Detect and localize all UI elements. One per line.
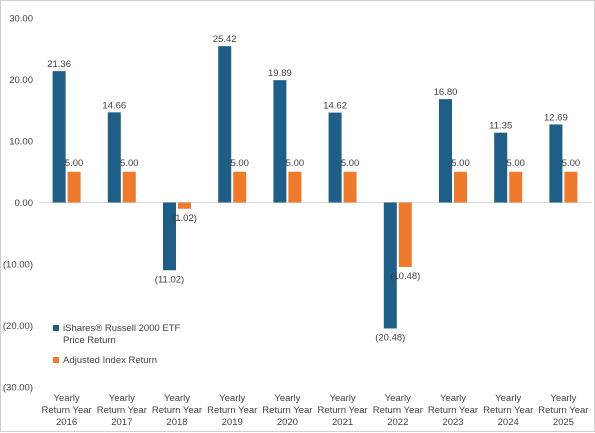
data-label: 14.62 bbox=[323, 101, 347, 112]
bar-etf bbox=[494, 132, 508, 203]
category-label: Yearly bbox=[164, 393, 190, 404]
data-label: 5.00 bbox=[120, 158, 139, 169]
data-label: 5.00 bbox=[562, 158, 581, 169]
bar-adjusted bbox=[233, 171, 247, 203]
category-label: Return Year bbox=[483, 405, 533, 416]
y-tick-label: (30.00) bbox=[3, 383, 33, 394]
bar-etf bbox=[218, 46, 232, 203]
data-label: (1.02) bbox=[172, 213, 197, 224]
category-label: Return Year bbox=[262, 405, 312, 416]
bar-etf bbox=[328, 112, 342, 203]
category-label: Yearly bbox=[550, 393, 576, 404]
category-label: 2023 bbox=[442, 417, 463, 428]
bar-etf bbox=[549, 124, 563, 203]
data-label: 5.00 bbox=[451, 158, 470, 169]
category-label: Return Year bbox=[207, 405, 257, 416]
legend-label: Price Return bbox=[63, 335, 116, 346]
data-label: 5.00 bbox=[341, 158, 360, 169]
category-label: Yearly bbox=[54, 393, 80, 404]
data-label: 25.42 bbox=[213, 34, 237, 45]
data-label: 5.00 bbox=[506, 158, 525, 169]
bar-adjusted bbox=[454, 171, 467, 203]
bar-adjusted bbox=[67, 171, 81, 203]
category-label: 2020 bbox=[277, 417, 298, 428]
category-label: 2016 bbox=[56, 417, 77, 428]
category-label: Yearly bbox=[330, 393, 356, 404]
category-label: Return Year bbox=[318, 405, 368, 416]
bar-etf bbox=[107, 112, 121, 203]
y-tick-label: 10.00 bbox=[9, 137, 33, 148]
category-label: Yearly bbox=[274, 393, 300, 404]
category-label: 2024 bbox=[498, 417, 519, 428]
data-label: 5.00 bbox=[230, 158, 249, 169]
data-label: (11.02) bbox=[155, 274, 184, 285]
category-label: 2018 bbox=[166, 417, 187, 428]
data-label: 19.89 bbox=[268, 68, 292, 79]
bar-adjusted bbox=[288, 171, 302, 203]
bar-adjusted bbox=[122, 171, 136, 203]
bar-adjusted bbox=[564, 171, 578, 203]
category-label: Return Year bbox=[42, 405, 92, 416]
category-label: Yearly bbox=[219, 393, 245, 404]
y-tick-label: (10.00) bbox=[3, 260, 33, 271]
data-label: 16.80 bbox=[434, 87, 458, 98]
category-label: 2019 bbox=[222, 417, 243, 428]
category-label: Yearly bbox=[440, 393, 466, 404]
bar-etf bbox=[439, 99, 452, 203]
data-label: 5.00 bbox=[65, 158, 84, 169]
bar-etf bbox=[273, 80, 287, 203]
bar-adjusted bbox=[343, 171, 357, 203]
category-label: Return Year bbox=[538, 405, 588, 416]
y-tick-label: 30.00 bbox=[9, 14, 33, 25]
category-label: 2025 bbox=[553, 417, 574, 428]
y-tick-label: (20.00) bbox=[3, 321, 33, 332]
bar-adjusted bbox=[178, 202, 191, 209]
bar-adjusted bbox=[509, 171, 523, 203]
data-label: (20.48) bbox=[375, 332, 405, 343]
y-tick-label: 20.00 bbox=[9, 75, 33, 86]
legend-swatch bbox=[53, 357, 59, 363]
data-label: (10.48) bbox=[390, 271, 420, 282]
data-label: 5.00 bbox=[286, 158, 305, 169]
y-tick-label: 0.00 bbox=[15, 198, 34, 209]
data-label: 14.66 bbox=[102, 100, 126, 111]
data-label: 11.35 bbox=[489, 121, 512, 132]
bar-etf bbox=[383, 202, 397, 329]
category-label: Return Year bbox=[428, 405, 478, 416]
legend-label: iShares® Russell 2000 ETF bbox=[63, 323, 181, 334]
category-label: 2022 bbox=[387, 417, 408, 428]
legend-swatch bbox=[53, 325, 59, 331]
bar-etf bbox=[163, 202, 176, 271]
category-label: Return Year bbox=[97, 405, 147, 416]
category-label: 2017 bbox=[111, 417, 132, 428]
data-label: 21.36 bbox=[47, 59, 71, 70]
category-label: Yearly bbox=[385, 393, 411, 404]
category-label: Yearly bbox=[109, 393, 135, 404]
data-label: 12.69 bbox=[544, 112, 568, 123]
category-label: Return Year bbox=[152, 405, 202, 416]
category-label: 2021 bbox=[332, 417, 353, 428]
category-label: Return Year bbox=[373, 405, 423, 416]
bar-adjusted bbox=[398, 202, 412, 267]
legend-label: Adjusted Index Return bbox=[63, 355, 157, 366]
bar-etf bbox=[52, 71, 66, 203]
category-label: Yearly bbox=[495, 393, 521, 404]
